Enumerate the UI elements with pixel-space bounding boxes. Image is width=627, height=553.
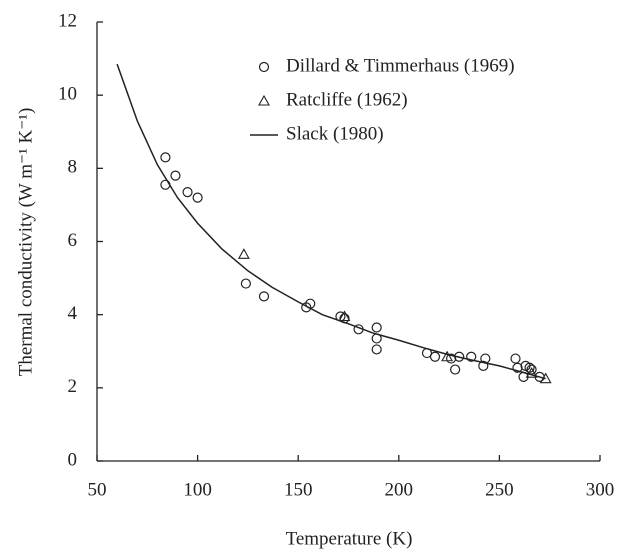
x-axis-label: Temperature (K) bbox=[286, 528, 413, 549]
data-point bbox=[446, 353, 457, 364]
legend-label: Ratcliffe (1962) bbox=[286, 89, 408, 110]
data-point bbox=[510, 353, 521, 364]
legend-label: Slack (1980) bbox=[286, 123, 384, 144]
x-tick-label: 100 bbox=[183, 479, 212, 500]
y-tick-label: 4 bbox=[68, 303, 78, 324]
y-tick-label: 2 bbox=[68, 376, 78, 397]
data-point bbox=[338, 310, 351, 322]
x-tick-label: 300 bbox=[586, 479, 615, 500]
x-tick-label: 250 bbox=[485, 479, 514, 500]
data-point bbox=[170, 170, 181, 181]
y-tick-label: 0 bbox=[68, 449, 78, 470]
data-point bbox=[525, 367, 538, 378]
y-axis-label: Thermal conductivity (W m⁻¹ K⁻¹) bbox=[15, 108, 36, 377]
data-point bbox=[371, 322, 382, 333]
x-tick-label: 50 bbox=[88, 479, 107, 500]
data-point bbox=[258, 291, 270, 302]
x-tick-label: 200 bbox=[385, 479, 414, 500]
data-point bbox=[429, 351, 441, 362]
y-tick-label: 12 bbox=[58, 10, 77, 31]
y-tick-label: 10 bbox=[58, 84, 77, 105]
data-point bbox=[478, 360, 489, 371]
legend-label: Dillard & Timmerhaus (1969) bbox=[286, 55, 515, 76]
y-tick-label: 8 bbox=[68, 157, 78, 178]
x-tick-label: 150 bbox=[284, 479, 313, 500]
slack-curve bbox=[116, 63, 546, 380]
data-point bbox=[512, 362, 523, 373]
data-point bbox=[240, 278, 251, 289]
data-point bbox=[450, 364, 461, 375]
y-tick-label: 6 bbox=[68, 230, 78, 251]
data-point bbox=[371, 344, 382, 355]
data-point bbox=[192, 192, 203, 203]
data-point bbox=[466, 351, 477, 362]
data-point bbox=[182, 187, 193, 198]
data-point bbox=[441, 350, 454, 362]
legend-marker bbox=[258, 94, 270, 106]
data-point bbox=[160, 152, 171, 163]
legend-marker bbox=[258, 61, 270, 73]
data-point bbox=[237, 248, 250, 259]
